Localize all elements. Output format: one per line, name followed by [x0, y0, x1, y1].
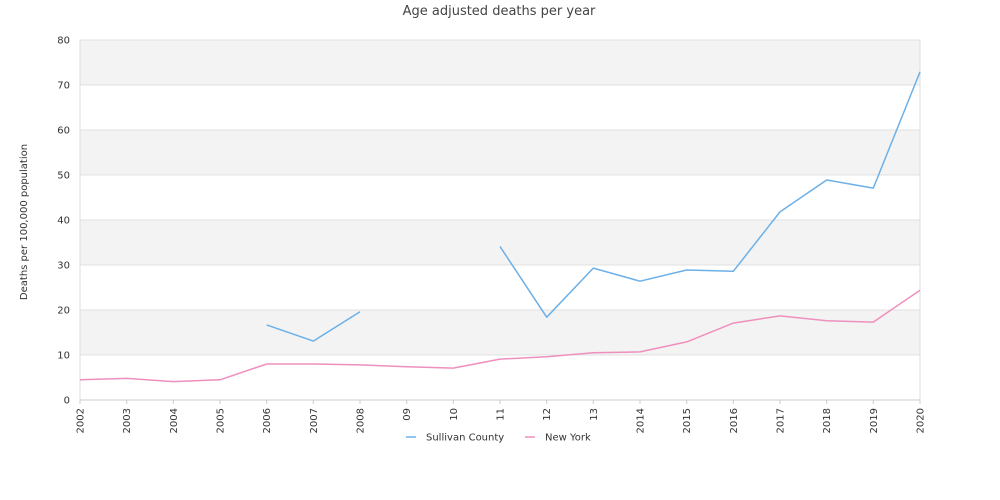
y-tick-label: 0: [64, 396, 70, 407]
x-tick-label: 2004: [169, 408, 180, 433]
grid-band: [80, 85, 920, 130]
series-line-1: [79, 289, 921, 383]
y-tick-label: 80: [57, 36, 70, 47]
y-tick-label: 20: [57, 306, 70, 317]
x-tick-label: 11: [496, 408, 507, 421]
x-tick-label: 2007: [309, 408, 320, 433]
grid-band: [80, 265, 920, 310]
legend[interactable]: Sullivan County New York: [406, 433, 591, 444]
x-tick-label: 09: [402, 408, 413, 421]
x-tick-label: 10: [449, 408, 460, 421]
grid-band: [80, 40, 920, 85]
series-line-0: [266, 311, 361, 342]
y-axis-label: Deaths per 100,000 population: [19, 144, 30, 300]
y-tick-label: 10: [57, 351, 70, 362]
grid-bands: [80, 40, 920, 400]
y-tick-label: 50: [57, 171, 70, 182]
grid-band: [80, 175, 920, 220]
x-tick-label: 2018: [822, 408, 833, 433]
x-tick-label: 2016: [729, 408, 740, 433]
x-tick-label: 2020: [916, 408, 927, 433]
chart-title: Age adjusted deaths per year: [403, 4, 596, 19]
legend-entry[interactable]: Sullivan County: [426, 433, 504, 444]
x-axis-ticks: 2002 2003 2004 2005 2006 2007 2008 09 10 11 12 13 20…: [76, 400, 927, 433]
series-group: [79, 71, 921, 383]
series-line-0: [499, 71, 921, 318]
grid-band: [80, 355, 920, 400]
x-tick-label: 2006: [262, 408, 273, 433]
x-tick-label: 2017: [776, 408, 787, 433]
x-tick-label: 2008: [356, 408, 367, 433]
grid-band: [80, 310, 920, 355]
y-tick-label: 40: [57, 216, 70, 227]
y-tick-label: 70: [57, 81, 70, 92]
grid-band: [80, 130, 920, 175]
x-tick-label: 2014: [636, 408, 647, 433]
x-tick-label: 2002: [76, 408, 87, 433]
x-tick-label: 2019: [869, 408, 880, 433]
grid-band: [80, 220, 920, 265]
x-tick-label: 2003: [122, 408, 133, 433]
y-axis-ticks: 0 10 20 30 40 50 60 70 80: [57, 36, 70, 407]
x-tick-label: 2005: [216, 408, 227, 433]
legend-entry[interactable]: New York: [545, 433, 591, 444]
x-tick-label: 2015: [682, 408, 693, 433]
y-tick-label: 60: [57, 126, 70, 137]
x-tick-label: 12: [542, 408, 553, 421]
y-tick-label: 30: [57, 261, 70, 272]
x-tick-label: 13: [589, 408, 600, 421]
